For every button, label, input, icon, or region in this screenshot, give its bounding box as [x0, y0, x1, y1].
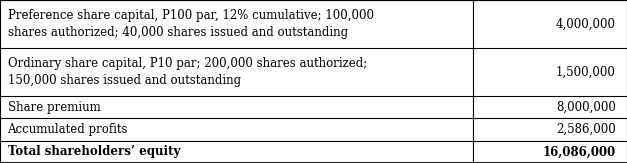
- Text: 1,500,000: 1,500,000: [556, 66, 616, 79]
- Text: 8,000,000: 8,000,000: [556, 101, 616, 114]
- Text: Preference share capital, P100 par, 12% cumulative; 100,000
shares authorized; 4: Preference share capital, P100 par, 12% …: [8, 9, 374, 39]
- Text: Ordinary share capital, P10 par; 200,000 shares authorized;
150,000 shares issue: Ordinary share capital, P10 par; 200,000…: [8, 57, 367, 87]
- Text: Share premium: Share premium: [8, 101, 100, 114]
- Text: Total shareholders’ equity: Total shareholders’ equity: [8, 145, 180, 158]
- Text: 2,586,000: 2,586,000: [556, 123, 616, 136]
- Text: 4,000,000: 4,000,000: [556, 17, 616, 30]
- Text: Accumulated profits: Accumulated profits: [8, 123, 128, 136]
- Text: 16,086,000: 16,086,000: [542, 145, 616, 158]
